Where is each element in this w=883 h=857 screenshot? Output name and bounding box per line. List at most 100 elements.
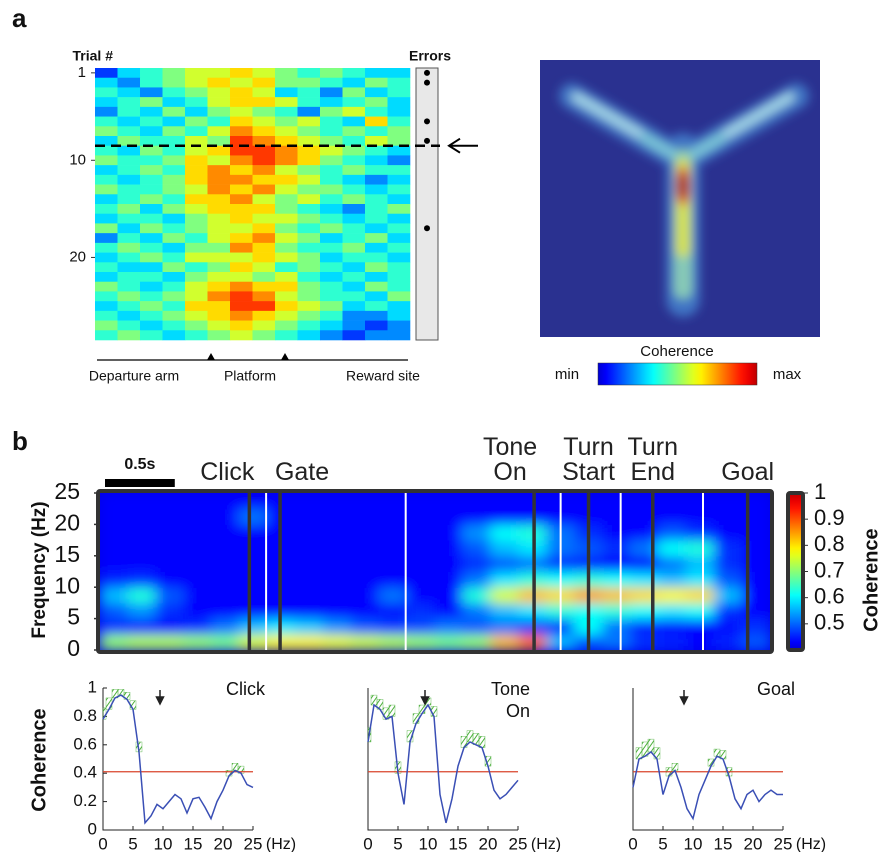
heatmap-cell: [387, 223, 411, 234]
heatmap-cell: [342, 126, 366, 137]
x-axis-marker: [281, 353, 289, 360]
spectrogram-cell: [211, 493, 241, 510]
spectrogram-cell: [434, 493, 464, 510]
heatmap-cell: [365, 165, 388, 176]
heatmap-cell: [342, 262, 366, 273]
heatmap-cell: [320, 242, 343, 253]
spectrogram-cell: [490, 618, 520, 635]
spectrogram-cell: [602, 571, 631, 588]
heatmap-cell: [230, 145, 253, 156]
heatmap-cell: [117, 281, 141, 292]
spectrogram-cell: [322, 571, 352, 588]
spectrogram-cell: [155, 602, 185, 620]
heatmap-cell: [387, 87, 411, 98]
significance-band: [117, 689, 125, 696]
heatmap-cell: [185, 223, 208, 234]
heatmap-cell: [365, 87, 388, 98]
heatmap-cell: [162, 116, 186, 127]
heatmap-cell: [387, 252, 411, 263]
heatmap-cell: [230, 262, 253, 273]
spectrogram-cell: [350, 633, 380, 650]
x-tick-label: 15: [184, 834, 203, 852]
heatmap-cell: [185, 87, 208, 98]
spectrogram-cell: [406, 618, 436, 635]
heatmap-cell: [365, 301, 388, 312]
spectrogram-cell: [239, 523, 268, 541]
heatmap-cell: [297, 97, 321, 108]
heatmap-cell: [117, 272, 141, 283]
y-tick-label: 5: [67, 604, 80, 630]
heatmap-cell: [252, 310, 276, 321]
heatmap-cell: [252, 262, 276, 273]
errors-column: [415, 67, 439, 341]
arrow: [447, 137, 478, 154]
heatmap-cell: [185, 213, 208, 224]
heatmap-cell: [95, 174, 118, 185]
maze-shape: [559, 83, 809, 317]
heatmap-cell: [117, 291, 141, 302]
heatmap-cell: [230, 213, 253, 224]
spectrogram-cell: [406, 493, 436, 510]
spectrogram-cell: [713, 539, 743, 557]
x-tick-label: 20: [214, 834, 233, 852]
heatmap-cell: [95, 194, 118, 205]
x-tick-label: 10: [684, 834, 703, 852]
heatmap-cell: [207, 213, 231, 224]
spectrogram-cell: [462, 586, 492, 604]
heatmap-cell: [387, 291, 411, 302]
maze-colorbar-max: max: [773, 366, 802, 383]
y-axis-label: Frequency (Hz): [29, 501, 50, 638]
heatmap-cell: [207, 87, 231, 98]
heatmap-cell: [275, 116, 298, 127]
heatmap-cell: [140, 272, 163, 283]
heatmap-cell: [230, 330, 253, 341]
spectrogram-cell: [239, 539, 268, 557]
heatmap-cell: [230, 320, 253, 331]
spectrogram-cell: [100, 539, 129, 557]
heatmap-cell: [117, 194, 141, 205]
spectrogram-cell: [462, 493, 492, 510]
heatmap-cell: [140, 320, 163, 331]
heatmap-cell: [185, 281, 208, 292]
spectrogram-cell: [406, 523, 436, 541]
panel-label: b: [12, 426, 28, 456]
spectrogram-cell: [211, 586, 241, 604]
significance-band: [647, 738, 655, 753]
heatmap-cell: [162, 213, 186, 224]
x-tick-label: 0: [363, 834, 372, 852]
heatmap-cell: [365, 145, 388, 156]
heatmap-cell: [252, 252, 276, 263]
spectrogram-cell: [602, 523, 631, 541]
spectrogram-cell: [127, 586, 157, 604]
heatmap-cell: [230, 310, 253, 321]
heatmap-cell: [162, 330, 186, 341]
heatmap-cell: [95, 310, 118, 321]
heatmap-cell: [95, 252, 118, 263]
spectrogram-cell: [602, 602, 631, 620]
heatmap-cell: [387, 106, 411, 117]
maze-colorbar-min: min: [555, 366, 579, 383]
heatmap-cell: [162, 194, 186, 205]
spectrogram-cell: [602, 555, 631, 572]
spectrogram-cell: [239, 555, 268, 572]
heatmap-cell: [275, 330, 298, 341]
y-tick-label: 0.4: [73, 763, 97, 782]
heatmap-cell: [365, 97, 388, 108]
y-tick-label: 1: [78, 64, 86, 81]
heatmap-cell: [275, 136, 298, 147]
x-tick-label: 5: [393, 834, 402, 852]
heatmap-cell: [230, 106, 253, 117]
heatmap-cell: [230, 68, 253, 79]
heatmap-cell: [252, 272, 276, 283]
heatmap-cell: [365, 291, 388, 302]
heatmap-cell: [95, 242, 118, 253]
colorbar-label: Coherence: [860, 528, 882, 631]
heatmap-cell: [140, 184, 163, 195]
heatmap-cell: [365, 68, 388, 79]
heatmap-cell: [95, 145, 118, 156]
heatmap-cell: [230, 281, 253, 292]
x-tick-label: 15: [449, 834, 468, 852]
heatmap-cell: [342, 165, 366, 176]
heatmap-cell: [207, 106, 231, 117]
